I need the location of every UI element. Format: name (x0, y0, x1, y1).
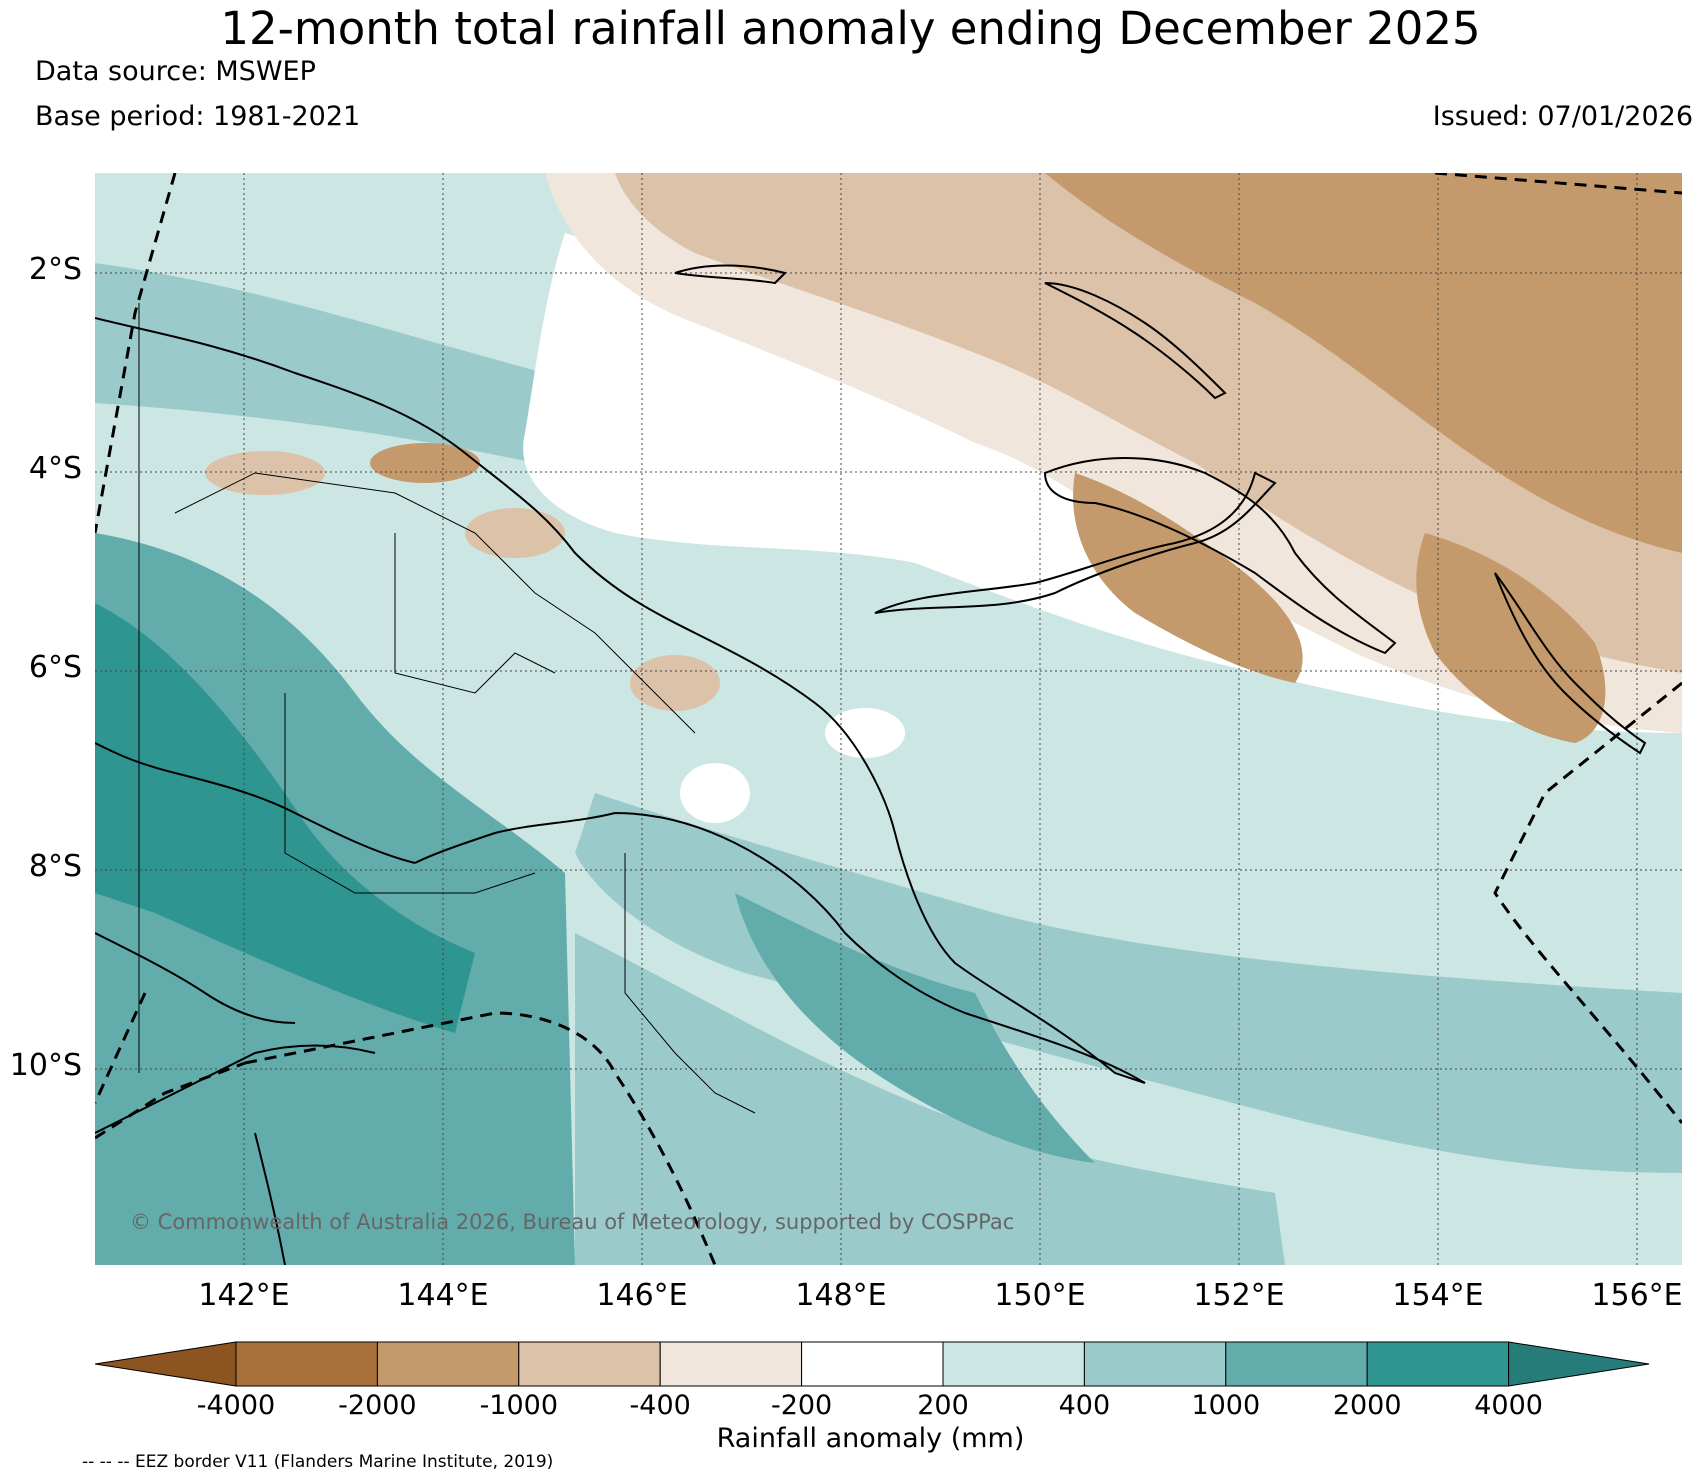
manus-island-coast (1044, 282, 1227, 400)
colorbar-segment (235, 1341, 378, 1387)
colorbar-segments (95, 1341, 1650, 1387)
anomaly-patch-highlands (465, 508, 565, 558)
colorbar-segment (1366, 1341, 1510, 1387)
map-title: 12-month total rainfall anomaly ending D… (220, 2, 1481, 55)
lon-label-142e: 142°E (198, 1278, 290, 1313)
anomaly-patch-sepik (205, 451, 325, 495)
lon-label-146e: 146°E (596, 1278, 688, 1313)
province-border-1 (174, 472, 696, 734)
anomaly-zone-bougainville-deficit (1416, 533, 1606, 743)
colorbar-segment (518, 1341, 661, 1387)
anomaly-patch-central (630, 655, 720, 711)
colorbar-tick-label: -4000 (196, 1390, 276, 1421)
lat-label-2s: 2°S (28, 252, 82, 287)
admiralty-islands (674, 264, 787, 285)
anomaly-patch-sepik-2 (370, 443, 480, 483)
colorbar (95, 1341, 1650, 1387)
colorbar-tick-label: -400 (629, 1390, 691, 1421)
new-ireland-coast (1043, 457, 1397, 655)
lat-label-10s: 10°S (9, 1048, 82, 1083)
province-border-4 (624, 853, 756, 1114)
coastlines (95, 264, 1647, 1265)
lat-label-6s: 6°S (28, 650, 82, 685)
new-guinea-north-coast (95, 317, 1146, 1084)
torres-strait-coast (95, 932, 296, 1024)
colorbar-extend-low (95, 1341, 237, 1387)
colorbar-segment (1225, 1341, 1368, 1387)
anomaly-zone-solomon-sea (735, 893, 1095, 1163)
lon-label-144e: 144°E (397, 1278, 489, 1313)
colorbar-tick-label: 200 (917, 1390, 969, 1421)
anomaly-patch-papua-white (680, 763, 750, 823)
anomaly-zone-new-britain-deficit (1073, 473, 1303, 683)
eez-west-upper (95, 173, 177, 534)
eez-torres-strait (244, 1011, 717, 1265)
colorbar-extend-high (1508, 1341, 1650, 1387)
eez-footnote: -- -- -- EEZ border V11 (Flanders Marine… (82, 1452, 554, 1472)
map-canvas (95, 173, 1682, 1265)
anomaly-patch-owen-stanley (825, 708, 905, 758)
copyright-notice: © Commonwealth of Australia 2026, Bureau… (130, 1210, 1015, 1234)
lat-label-4s: 4°S (28, 451, 82, 486)
province-border-2 (284, 693, 536, 894)
fly-river-coast (95, 742, 416, 864)
eez-east (1493, 681, 1682, 1124)
eez-south-west (95, 1061, 246, 1140)
colorbar-segment (1083, 1341, 1227, 1387)
lon-label-152e: 152°E (1193, 1278, 1285, 1313)
cape-york-peninsula (254, 1132, 286, 1265)
new-britain-coast (874, 471, 1277, 614)
rainfall-anomaly-map (95, 173, 1682, 1265)
colorbar-tick-label: 400 (1058, 1390, 1111, 1421)
colorbar-segment (376, 1341, 520, 1387)
base-period: Base period: 1981-2021 (35, 101, 361, 132)
colorbar-tick-label: -2000 (338, 1390, 417, 1421)
bougainville-coast (1494, 572, 1647, 755)
eez-borders (95, 173, 1682, 1265)
colorbar-segment (942, 1341, 1085, 1387)
anomaly-zone-south (575, 933, 1285, 1265)
colorbar-segment (659, 1341, 803, 1387)
anomaly-zone-coral-sea (575, 793, 1682, 1173)
lon-label-148e: 148°E (795, 1278, 887, 1313)
issued-date: Issued: 07/01/2026 (1432, 101, 1693, 132)
eez-north-east (1434, 173, 1682, 195)
colorbar-label: Rainfall anomaly (mm) (716, 1423, 1025, 1454)
colorbar-segment (801, 1341, 944, 1387)
colorbar-tick-label: 2000 (1332, 1390, 1402, 1421)
colorbar-tick-label: 4000 (1474, 1390, 1543, 1421)
lon-label-150e: 150°E (994, 1278, 1086, 1313)
lon-label-156e: 156°E (1591, 1278, 1683, 1313)
province-border-3 (394, 533, 556, 694)
colorbar-tick-label: -200 (770, 1390, 833, 1421)
colorbar-tick-label: -1000 (479, 1390, 559, 1421)
anomaly-zone-strong-deficit (1045, 173, 1682, 553)
eez-west-lower (95, 992, 147, 1104)
colorbar-tick-label: 1000 (1191, 1390, 1261, 1421)
province-borders (138, 303, 756, 1114)
data-source: Data source: MSWEP (35, 56, 316, 87)
lon-label-154e: 154°E (1392, 1278, 1484, 1313)
lat-label-8s: 8°S (28, 849, 82, 884)
